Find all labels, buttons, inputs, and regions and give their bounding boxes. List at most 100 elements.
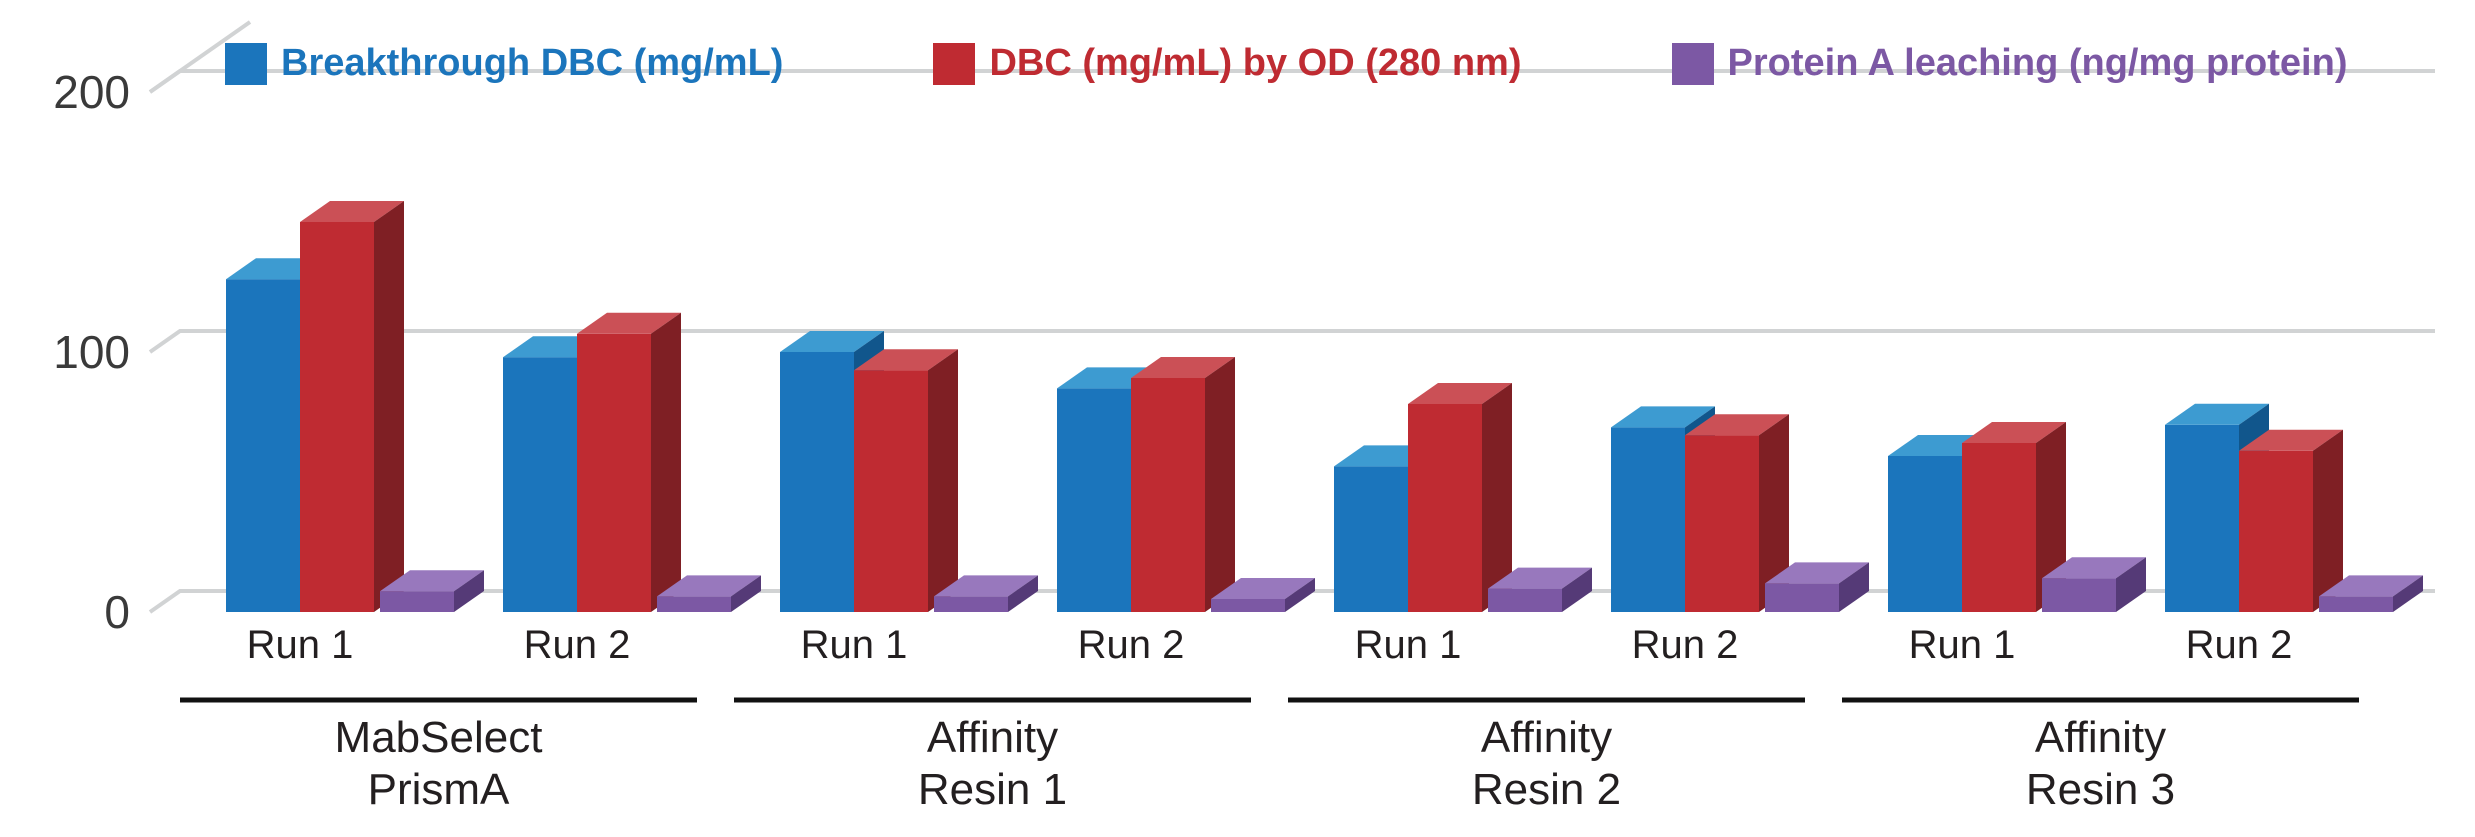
bar-breakthrough-g3-run2-front: [1611, 427, 1685, 612]
bar-leaching-g3-run1: [1488, 567, 1592, 612]
bar-leaching-g2-run1-top: [934, 575, 1038, 597]
run-label-g2-run1: Run 1: [801, 623, 908, 667]
bar-leaching-g1-run2: [657, 575, 761, 612]
bar-dbc-od280-g3-run2-top: [1685, 414, 1789, 436]
bar-breakthrough-g1-run2-front: [503, 357, 577, 612]
bar-dbc-od280-g2-run2-front: [1131, 378, 1205, 612]
bar-dbc-od280-g4-run1: [1962, 422, 2066, 612]
bar-dbc-od280-g1-run2-side: [651, 312, 681, 612]
bar-dbc-od280-g3-run1: [1408, 383, 1512, 612]
bar-leaching-g4-run2-top: [2319, 575, 2423, 597]
bar-breakthrough-g2-run1-top: [780, 331, 884, 352]
bar-dbc-od280-g3-run1-front: [1408, 404, 1482, 612]
group-label-1-line2: PrismA: [368, 765, 510, 814]
bar-breakthrough-g2-run1-front: [780, 352, 854, 612]
bar-leaching-g1-run1-top: [380, 570, 484, 592]
bar-leaching-g2-run2: [1211, 578, 1315, 612]
bar-dbc-od280-g1-run2-front: [577, 333, 651, 612]
bar-leaching-g1-run2-front: [657, 596, 731, 612]
bar-dbc-od280-g1-run1-top: [300, 201, 404, 222]
bar-leaching-g3-run2-top: [1765, 562, 1869, 584]
bar-dbc-od280-g1-run2-top: [577, 312, 681, 334]
bar-dbc-od280-g4-run1-side: [2036, 422, 2066, 612]
group-label-2-line2: Resin 1: [918, 765, 1067, 814]
y-tick-label-0: 0: [104, 586, 130, 638]
wall-corner-line: [148, 20, 252, 94]
bar-dbc-od280-g4-run1-top: [1962, 422, 2066, 443]
group-label-4-line2: Resin 3: [2026, 765, 2175, 814]
legend-label-dbc-od280: DBC (mg/mL) by OD (280 nm): [989, 42, 1522, 84]
bar-leaching-g3-run2-side: [1839, 562, 1869, 612]
bar-leaching-g2-run1: [934, 575, 1038, 612]
run-label-g2-run2: Run 2: [1078, 623, 1185, 667]
bar-dbc-od280-g2-run2-top: [1131, 357, 1235, 378]
bar-dbc-od280-g4-run2-side: [2313, 429, 2343, 612]
bar-dbc-od280-g1-run1: [300, 201, 404, 612]
bar-leaching-g4-run2-side: [2393, 575, 2423, 612]
bar-breakthrough-g4-run1-front: [1888, 456, 1962, 612]
bar-breakthrough-g3-run2-top: [1611, 406, 1715, 428]
group-label-3-line2: Resin 2: [1472, 765, 1621, 814]
bar-dbc-od280-g2-run1-side: [928, 349, 958, 612]
bar-leaching-g2-run2-top: [1211, 578, 1315, 599]
bar-leaching-g2-run2-front: [1211, 599, 1285, 612]
bar-leaching-g1-run1-side: [454, 570, 484, 612]
bar-leaching-g2-run1-front: [934, 596, 1008, 612]
bar-dbc-od280-g2-run2: [1131, 357, 1235, 612]
bar-leaching-g4-run1-top: [2042, 557, 2146, 579]
bar-dbc-od280-g1-run1-side: [374, 201, 404, 612]
legend-label-breakthrough-dbc: Breakthrough DBC (mg/mL): [281, 42, 784, 84]
bar-leaching-g1-run2-side: [731, 575, 761, 612]
run-label-g3-run1: Run 1: [1355, 623, 1462, 667]
bar-leaching-g4-run1-side: [2116, 557, 2146, 612]
bar-dbc-od280-g1-run2: [577, 312, 681, 612]
legend-item-dbc-od280: DBC (mg/mL) by OD (280 nm): [933, 42, 1522, 85]
chart-legend: Breakthrough DBC (mg/mL) DBC (mg/mL) by …: [225, 42, 2347, 85]
run-label-g4-run1: Run 1: [1909, 623, 2016, 667]
legend-swatch-protein-a-leaching-icon: [1671, 42, 1714, 85]
bar-breakthrough-g4-run2-top: [2165, 403, 2269, 425]
gridline-y100: [148, 329, 2435, 354]
bar-breakthrough-g4-run2-front: [2165, 424, 2239, 612]
bar-dbc-od280-g3-run2-front: [1685, 435, 1759, 612]
legend-swatch-dbc-od280-icon: [933, 42, 976, 85]
bar-leaching-g4-run2: [2319, 575, 2423, 612]
run-label-g3-run2: Run 2: [1632, 623, 1739, 667]
bar-leaching-g3-run2-front: [1765, 583, 1839, 612]
bar-dbc-od280-g3-run2: [1685, 414, 1789, 612]
bar-leaching-g1-run1: [380, 570, 484, 612]
group-label-2-line1: Affinity: [927, 713, 1058, 762]
bar-dbc-od280-g1-run1-front: [300, 222, 374, 612]
group-label-1-line1: MabSelect: [335, 713, 543, 762]
bar-leaching-g1-run1-front: [380, 591, 454, 612]
bar-leaching-g1-run2-top: [657, 575, 761, 597]
bar-leaching-g3-run2: [1765, 562, 1869, 612]
run-label-g1-run2: Run 2: [524, 623, 631, 667]
bar-dbc-od280-g2-run1: [854, 349, 958, 612]
bar-leaching-g2-run2-side: [1285, 578, 1315, 612]
run-label-g1-run1: Run 1: [247, 623, 354, 667]
bar-dbc-od280-g3-run2-side: [1759, 414, 1789, 612]
legend-label-protein-a-leaching: Protein A leaching (ng/mg protein): [1727, 42, 2348, 84]
bar-dbc-od280-g3-run1-top: [1408, 383, 1512, 404]
bar-breakthrough-g3-run1-front: [1334, 466, 1408, 612]
legend-item-breakthrough-dbc: Breakthrough DBC (mg/mL): [225, 42, 783, 85]
run-label-g4-run2: Run 2: [2186, 623, 2293, 667]
bar-breakthrough-g2-run2-front: [1057, 388, 1131, 612]
bar-dbc-od280-g2-run1-top: [854, 349, 958, 371]
bar-leaching-g4-run2-front: [2319, 596, 2393, 612]
y-tick-label-200: 200: [53, 66, 130, 118]
legend-swatch-breakthrough-dbc-icon: [225, 42, 267, 85]
bar-dbc-od280-g4-run1-front: [1962, 443, 2036, 612]
bar-leaching-g2-run1-side: [1008, 575, 1038, 612]
bar-dbc-od280-g4-run2-top: [2239, 429, 2343, 451]
bar-breakthrough-g1-run1-front: [226, 279, 300, 612]
bar-dbc-od280-g2-run1-front: [854, 370, 928, 612]
bar-leaching-g3-run1-front: [1488, 588, 1562, 612]
bar-dbc-od280-g2-run2-side: [1205, 357, 1235, 612]
bar-dbc-od280-g4-run2: [2239, 429, 2343, 612]
bar-leaching-g4-run1: [2042, 557, 2146, 612]
